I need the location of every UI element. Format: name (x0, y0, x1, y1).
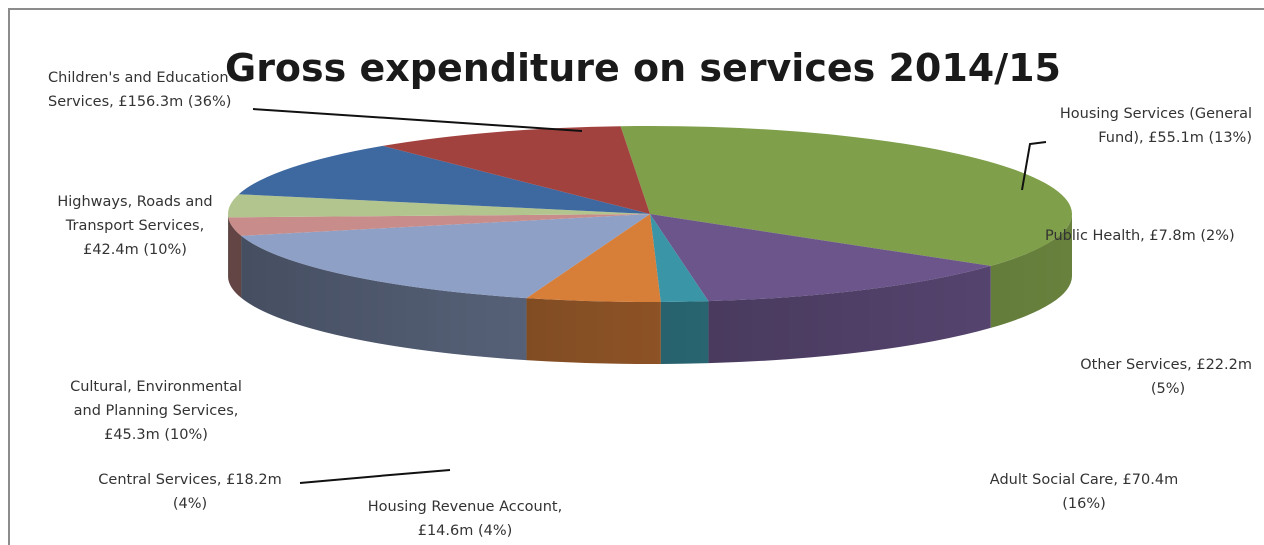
slice-label-line: Cultural, Environmental (70, 379, 242, 395)
slice-label-central-services: Central Services, £18.2m (4%) (98, 472, 281, 512)
slice-label-line: Fund), £55.1m (13%) (1098, 130, 1252, 146)
leader-line-children-s-and-education-services (253, 109, 582, 131)
slice-label-children-s-and-education-services: Children's and Education Services, £156.3… (48, 70, 231, 110)
pie-top (228, 126, 1072, 302)
slice-label-line: Other Services, £22.2m (1080, 357, 1252, 373)
slice-label-line: Adult Social Care, £70.4m (990, 472, 1178, 488)
slice-label-highways-roads-and-transport-services: Highways, Roads and Transport Services, £4… (57, 194, 212, 258)
slice-label-line: Housing Revenue Account, (368, 499, 562, 515)
slice-label-line: £14.6m (4%) (418, 523, 513, 537)
pie-side-other-services (526, 298, 660, 364)
pie-side-public-health (661, 301, 709, 364)
slice-label-public-health: Public Health, £7.8m (2%) (1045, 228, 1235, 244)
slice-label-line: (16%) (1062, 496, 1106, 512)
slice-label-line: Services, £156.3m (36%) (48, 94, 231, 110)
leader-line-central-services (300, 470, 450, 483)
slice-label-line: £42.4m (10%) (83, 242, 187, 258)
chart-title: Gross expenditure on services 2014/15 (225, 46, 1061, 90)
slice-label-line: Housing Services (General (1060, 106, 1252, 122)
slice-label-line: (5%) (1151, 381, 1185, 397)
slice-label-line: Public Health, £7.8m (2%) (1045, 228, 1235, 244)
slice-label-cultural-environmental-and-planning-services: Cultural, Environmental and Planning Serv… (70, 379, 242, 443)
slice-label-other-services: Other Services, £22.2m (5%) (1080, 357, 1252, 397)
slice-label-line: Central Services, £18.2m (98, 472, 281, 488)
slice-label-line: Transport Services, (65, 218, 204, 234)
slice-label-line: £45.3m (10%) (104, 427, 208, 443)
slice-label-line: (4%) (173, 496, 207, 512)
slice-label-housing-services-general-fund: Housing Services (General Fund), £55.1m (… (1060, 106, 1252, 146)
slice-label-line: and Planning Services, (74, 403, 239, 419)
slice-label-line: Children's and Education (48, 70, 229, 86)
slice-label-adult-social-care: Adult Social Care, £70.4m (16%) (990, 472, 1178, 512)
slice-label-housing-revenue-account: Housing Revenue Account, £14.6m (4%) (368, 499, 562, 537)
slice-label-line: Highways, Roads and (57, 194, 212, 210)
